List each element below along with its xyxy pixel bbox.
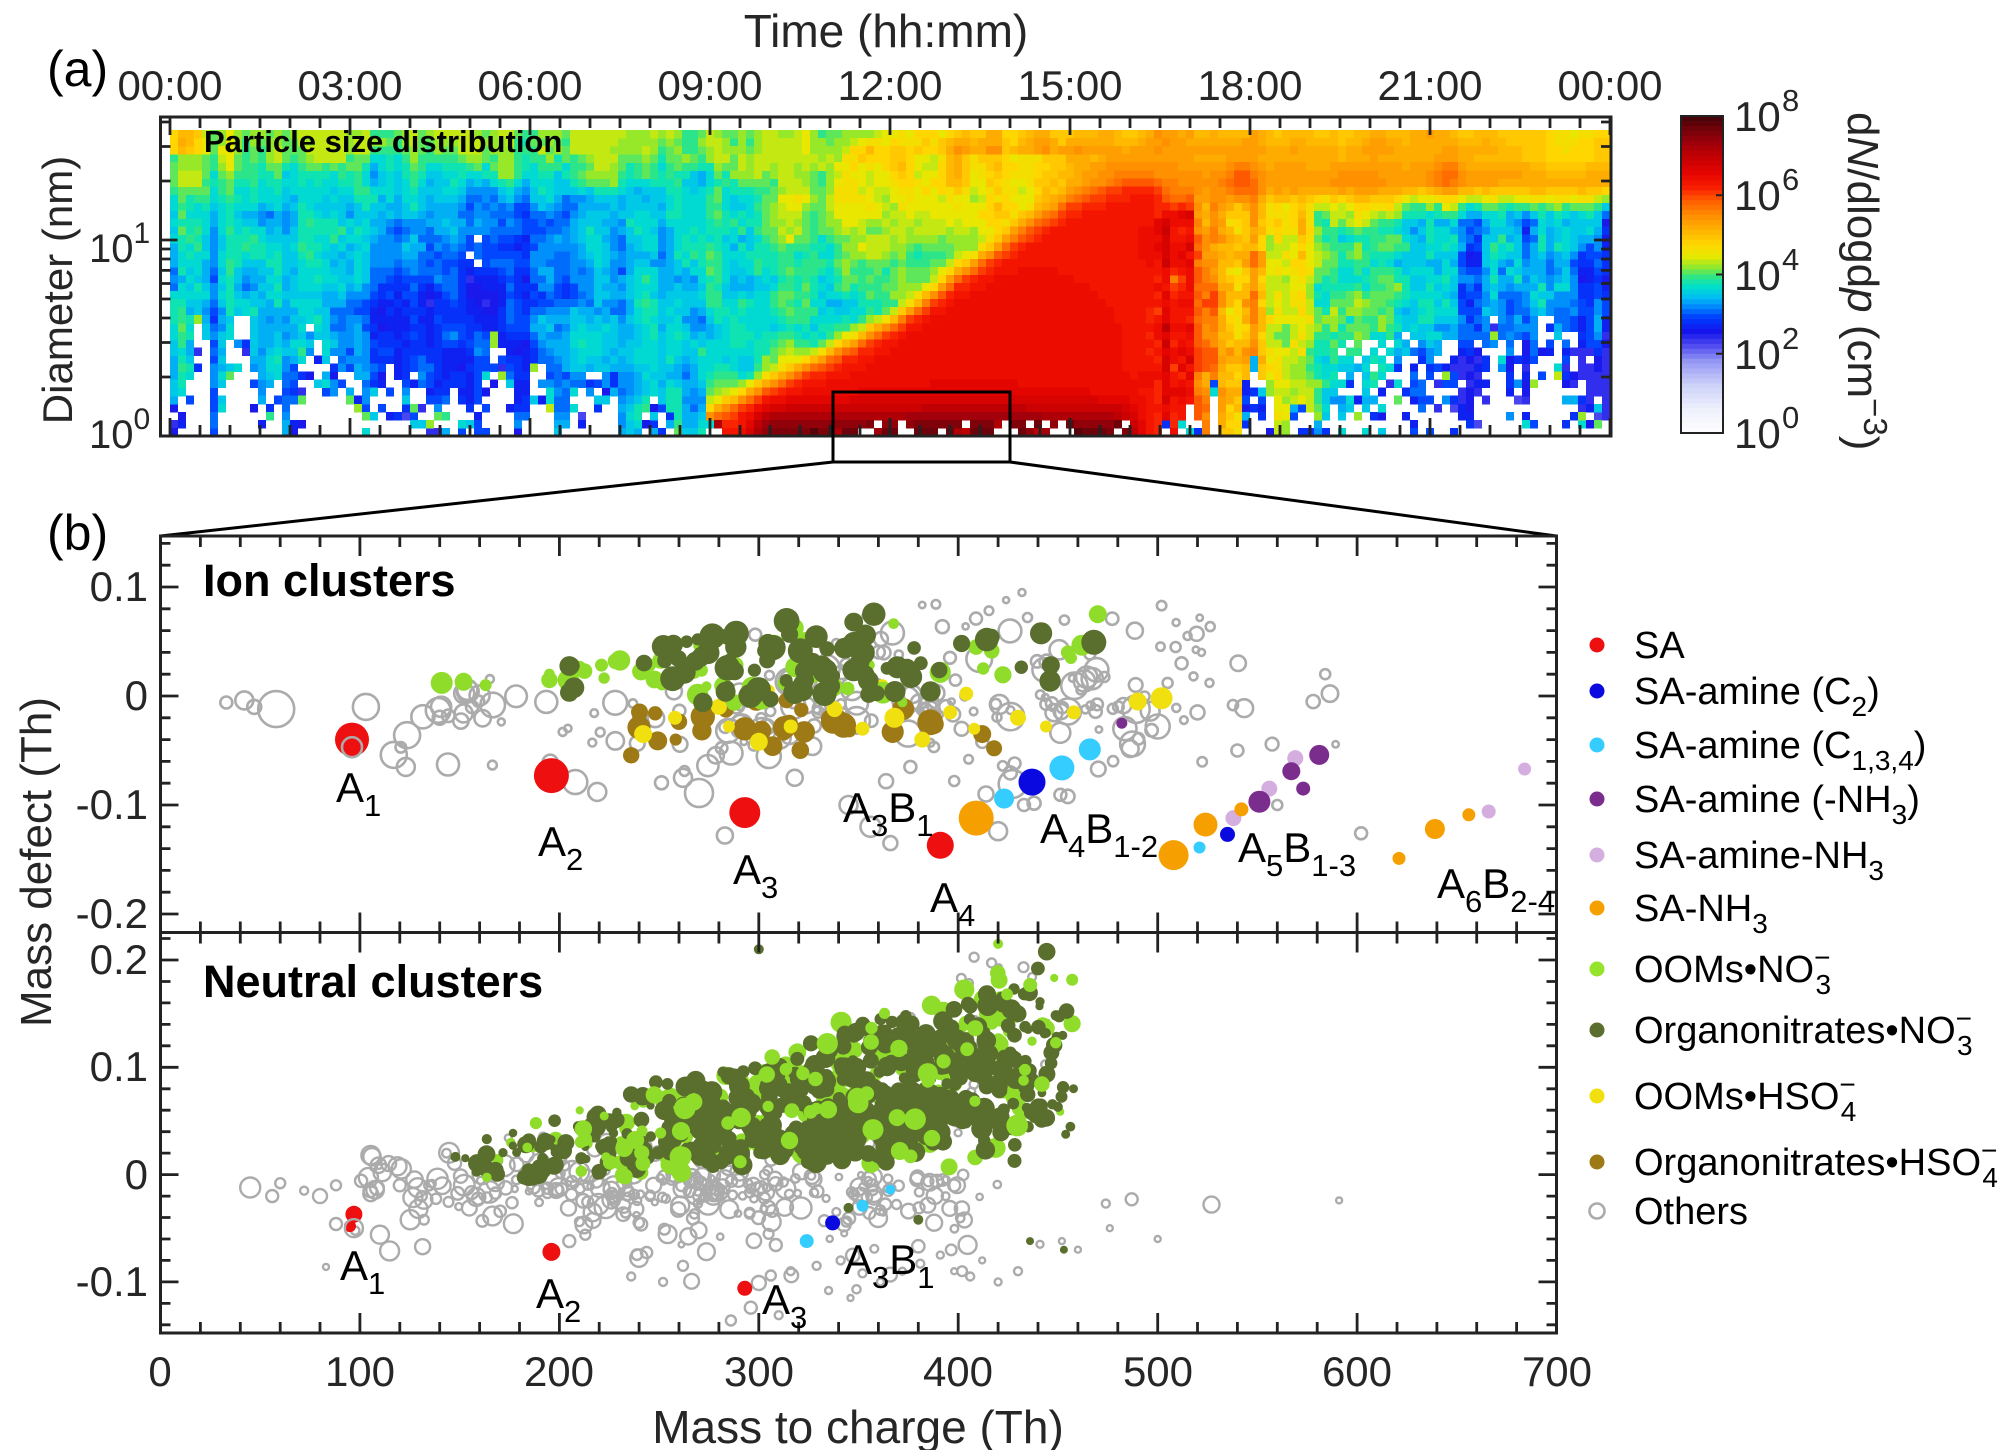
- svg-text:(b): (b): [47, 505, 108, 561]
- svg-text:(a): (a): [47, 41, 108, 97]
- svg-text:A1: A1: [340, 1242, 385, 1301]
- svg-text:10: 10: [1734, 252, 1781, 299]
- svg-text:10: 10: [1734, 331, 1781, 378]
- svg-text:00:00: 00:00: [117, 62, 222, 109]
- svg-text:Mass to charge (Th): Mass to charge (Th): [652, 1401, 1064, 1450]
- svg-text:21:00: 21:00: [1377, 62, 1482, 109]
- svg-text:Organonitrates•HSO−4: Organonitrates•HSO− 4: [1634, 1135, 1998, 1193]
- svg-text:10: 10: [1734, 93, 1781, 140]
- svg-text:0.1: 0.1: [90, 1043, 148, 1090]
- svg-text:500: 500: [1123, 1348, 1193, 1395]
- svg-text:12:00: 12:00: [837, 62, 942, 109]
- svg-text:10: 10: [1734, 410, 1781, 457]
- svg-text:8: 8: [1782, 83, 1799, 118]
- svg-text:A3: A3: [733, 846, 778, 905]
- svg-text:Organonitrates•NO−3: Organonitrates•NO− 3: [1634, 1003, 1973, 1061]
- svg-text:A3B1: A3B1: [843, 784, 934, 843]
- svg-text:0.1: 0.1: [90, 563, 148, 610]
- svg-text:2: 2: [1782, 321, 1799, 356]
- svg-text:10: 10: [1734, 172, 1781, 219]
- svg-text:0: 0: [125, 672, 148, 719]
- svg-text:Ion clusters: Ion clusters: [203, 555, 456, 606]
- svg-text:4: 4: [1782, 242, 1799, 277]
- svg-text:SA: SA: [1634, 625, 1685, 667]
- svg-text:6: 6: [1782, 162, 1799, 197]
- svg-text:200: 200: [524, 1348, 594, 1395]
- svg-text:A5B1-3: A5B1-3: [1238, 824, 1356, 883]
- svg-text:700: 700: [1522, 1348, 1592, 1395]
- svg-text:-0.1: -0.1: [76, 1258, 148, 1305]
- svg-text:dN/dlogdp (cm−3): dN/dlogdp (cm−3): [1838, 112, 1894, 450]
- svg-text:18:00: 18:00: [1197, 62, 1302, 109]
- svg-text:300: 300: [724, 1348, 794, 1395]
- svg-text:0: 0: [148, 1348, 171, 1395]
- svg-text:400: 400: [923, 1348, 993, 1395]
- svg-text:-0.2: -0.2: [76, 890, 148, 937]
- svg-text:100: 100: [325, 1348, 395, 1395]
- svg-text:06:00: 06:00: [477, 62, 582, 109]
- svg-text:Diameter (nm): Diameter (nm): [34, 156, 81, 424]
- svg-text:0.2: 0.2: [90, 936, 148, 983]
- svg-text:0: 0: [125, 1151, 148, 1198]
- svg-text:A4: A4: [930, 874, 975, 933]
- svg-text:-0.1: -0.1: [76, 781, 148, 828]
- svg-text:A3: A3: [762, 1276, 807, 1335]
- svg-text:A3B1: A3B1: [844, 1236, 935, 1295]
- svg-text:A4B1-2: A4B1-2: [1040, 805, 1158, 864]
- svg-text:OOMs•NO−3: OOMs•NO− 3: [1634, 942, 1831, 1000]
- svg-text:03:00: 03:00: [297, 62, 402, 109]
- svg-text:Mass defect (Th): Mass defect (Th): [12, 697, 61, 1027]
- svg-text:09:00: 09:00: [657, 62, 762, 109]
- svg-text:600: 600: [1322, 1348, 1392, 1395]
- svg-text:Time (hh:mm): Time (hh:mm): [744, 5, 1029, 57]
- svg-text:0: 0: [1782, 400, 1799, 435]
- svg-text:A1: A1: [336, 764, 381, 823]
- svg-text:Others: Others: [1634, 1191, 1748, 1233]
- svg-text:A6B2-4: A6B2-4: [1437, 860, 1555, 919]
- svg-text:OOMs•HSO−4: OOMs•HSO− 4: [1634, 1069, 1856, 1127]
- svg-text:00:00: 00:00: [1557, 62, 1662, 109]
- svg-text:15:00: 15:00: [1017, 62, 1122, 109]
- svg-text:A2: A2: [536, 1270, 581, 1329]
- svg-text:Particle size distribution: Particle size distribution: [204, 124, 562, 159]
- svg-text:A2: A2: [538, 818, 583, 877]
- svg-text:Neutral clusters: Neutral clusters: [203, 956, 543, 1007]
